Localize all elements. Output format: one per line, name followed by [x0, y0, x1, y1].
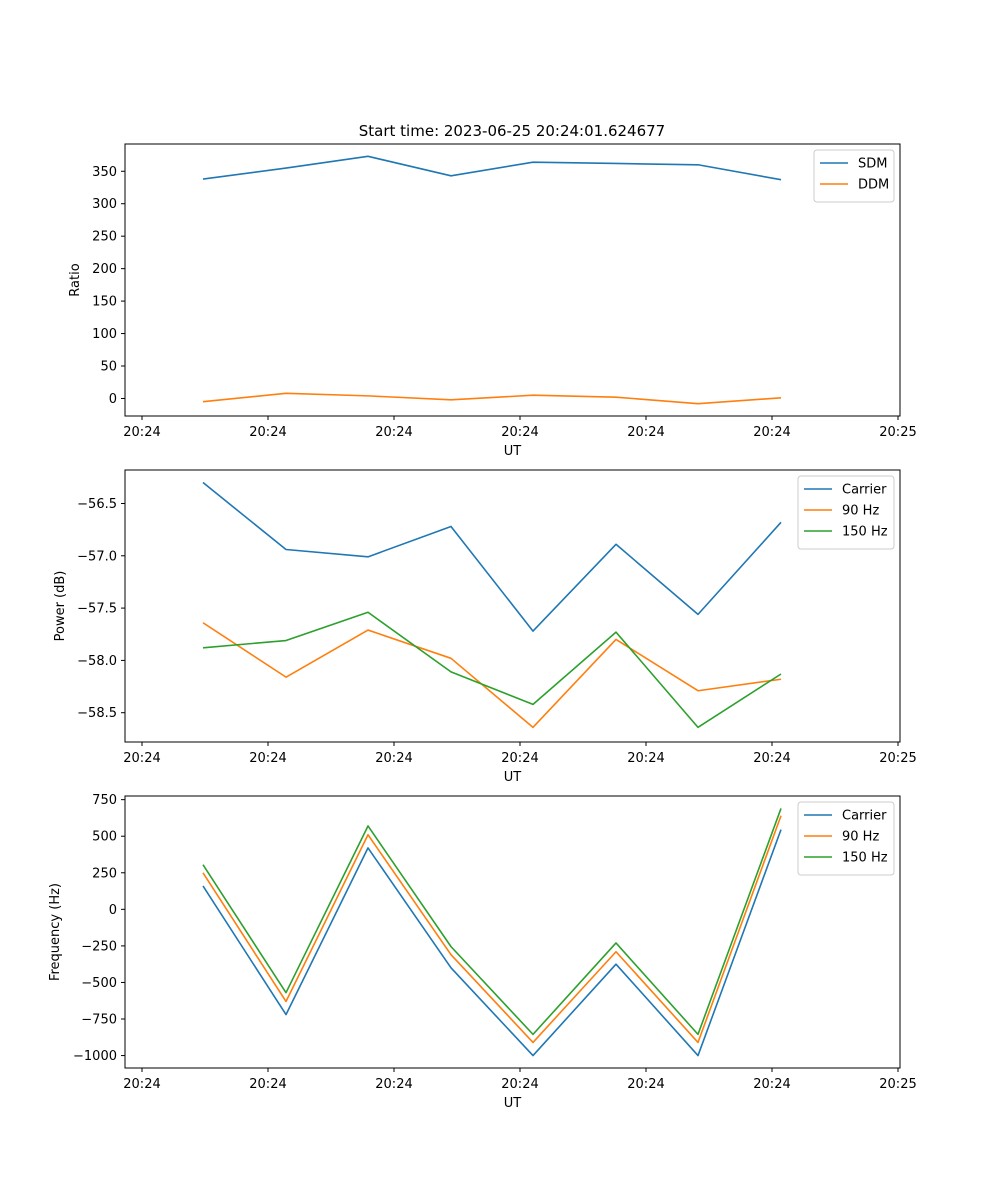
- y-tick-label: 250: [92, 866, 117, 881]
- legend-label: SDM: [858, 157, 887, 172]
- x-axis-label: UT: [504, 444, 522, 459]
- legend: Carrier 90 Hz 150 Hz: [797, 475, 895, 550]
- y-tick-label: −57.0: [77, 549, 117, 564]
- legend-label: DDM: [858, 178, 889, 193]
- y-axis-label: Power (dB): [53, 571, 68, 642]
- legend-label: 150 Hz: [842, 851, 888, 866]
- y-tick-label: 300: [92, 197, 117, 212]
- x-tick-label: 20:25: [879, 425, 916, 440]
- y-tick-label: 0: [109, 903, 117, 918]
- y-tick-label: −58.5: [77, 706, 117, 721]
- y-tick-label: −250: [81, 939, 117, 954]
- x-tick-label: 20:24: [375, 425, 412, 440]
- series-line-150-hz: [202, 808, 782, 1036]
- x-tick-label: 20:24: [627, 425, 664, 440]
- series-line-150-hz: [202, 611, 782, 729]
- series-line-ddm: [202, 392, 782, 405]
- y-tick-label: 200: [92, 262, 117, 277]
- x-tick-label: 20:24: [753, 751, 790, 766]
- x-tick-label: 20:24: [123, 425, 160, 440]
- y-tick-label: 150: [92, 295, 117, 310]
- x-tick-label: 20:24: [501, 751, 538, 766]
- x-tick-label: 20:24: [375, 751, 412, 766]
- y-tick-label: 100: [92, 327, 117, 342]
- figure-title: Start time: 2023-06-25 20:24:01.624677: [359, 122, 665, 140]
- x-tick-label: 20:25: [879, 751, 916, 766]
- x-tick-label: 20:24: [627, 751, 664, 766]
- x-tick-label: 20:24: [123, 751, 160, 766]
- axes-frame: [124, 795, 901, 1069]
- y-tick-label: −56.5: [77, 497, 117, 512]
- y-tick-label: −750: [81, 1013, 117, 1028]
- y-tick-label: −58.0: [77, 654, 117, 669]
- x-axis-label: UT: [504, 770, 522, 785]
- y-axis-label: Frequency (Hz): [48, 883, 63, 981]
- x-tick-label: 20:24: [753, 425, 790, 440]
- x-tick-label: 20:24: [501, 425, 538, 440]
- legend-label: 90 Hz: [842, 830, 879, 845]
- legend-label: Carrier: [842, 483, 887, 498]
- y-tick-label: 500: [92, 830, 117, 845]
- x-tick-label: 20:24: [249, 1077, 286, 1092]
- panels: 20:24 20:24 20:24 20:24 20:24 20:24 20:25 0 50 10…: [48, 143, 917, 1111]
- series-line-carrier: [202, 829, 782, 1057]
- legend: Carrier 90 Hz 150 Hz: [797, 801, 895, 876]
- x-tick-label: 20:24: [501, 1077, 538, 1092]
- axes-frame: [124, 469, 901, 743]
- legend: SDM DDM: [813, 149, 895, 203]
- panel-2: 20:24 20:24 20:24 20:24 20:24 20:24 20:25 −56.5…: [53, 469, 917, 785]
- y-tick-label: −57.5: [77, 602, 117, 617]
- y-tick-label: 250: [92, 230, 117, 245]
- x-tick-label: 20:25: [879, 1077, 916, 1092]
- y-tick-label: 750: [92, 793, 117, 808]
- x-tick-label: 20:24: [249, 425, 286, 440]
- y-tick-label: 0: [109, 392, 117, 407]
- y-tick-label: 350: [92, 165, 117, 180]
- x-tick-label: 20:24: [249, 751, 286, 766]
- series-line-carrier: [202, 481, 782, 632]
- axes-frame: [124, 143, 901, 417]
- y-tick-label: −500: [81, 976, 117, 991]
- series-line-90-hz: [202, 622, 782, 729]
- x-tick-label: 20:24: [627, 1077, 664, 1092]
- x-tick-label: 20:24: [123, 1077, 160, 1092]
- x-tick-label: 20:24: [375, 1077, 412, 1092]
- y-axis-label: Ratio: [68, 263, 83, 296]
- series-line-sdm: [202, 155, 782, 181]
- legend-label: Carrier: [842, 809, 887, 824]
- legend-label: 90 Hz: [842, 504, 879, 519]
- legend-label: 150 Hz: [842, 525, 888, 540]
- y-tick-label: −1000: [73, 1049, 117, 1064]
- panel-3: 20:24 20:24 20:24 20:24 20:24 20:24 20:25 750 50…: [48, 793, 917, 1111]
- series-line-90-hz: [202, 815, 782, 1044]
- y-tick-label: 50: [100, 360, 117, 375]
- x-axis-label: UT: [504, 1096, 522, 1111]
- x-tick-label: 20:24: [753, 1077, 790, 1092]
- panel-1: 20:24 20:24 20:24 20:24 20:24 20:24 20:25 0 50 10…: [68, 143, 917, 459]
